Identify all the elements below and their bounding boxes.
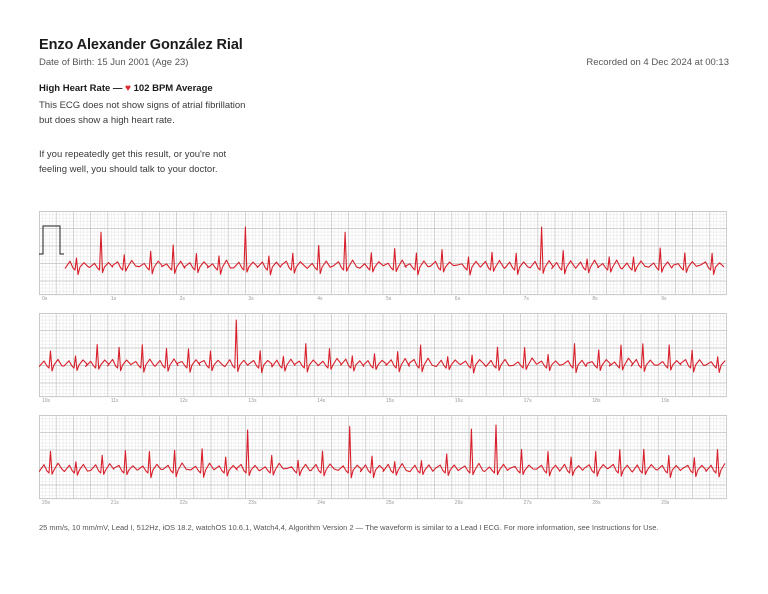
ecg-trace (39, 424, 726, 479)
time-tick-label: 25s (386, 500, 395, 506)
time-tick-label: 10s (42, 398, 51, 404)
heart-icon: ♥ (125, 83, 131, 94)
time-tick-label: 4s (317, 296, 323, 302)
time-tick-label: 0s (42, 296, 48, 302)
time-tick-label: 12s (180, 398, 189, 404)
time-tick-label: 8s (592, 296, 598, 302)
time-tick-label: 20s (42, 500, 51, 506)
time-tick-label: 6s (455, 296, 461, 302)
ecg-strip-2: 10s 11s 12s 13s 14s 15s 16s 17s 18s 19s (39, 313, 727, 405)
time-tick-label: 19s (661, 398, 670, 404)
time-tick-label: 27s (524, 500, 533, 506)
time-tick-label: 22s (180, 500, 189, 506)
calibration-pulse (39, 225, 64, 255)
time-tick-label: 28s (592, 500, 601, 506)
time-tick-label: 18s (592, 398, 601, 404)
date-of-birth: Date of Birth: 15 Jun 2001 (Age 23) (39, 57, 189, 68)
time-tick-label: 15s (386, 398, 395, 404)
time-tick-label: 3s (248, 296, 254, 302)
time-tick-label: 26s (455, 500, 464, 506)
time-tick-label: 17s (524, 398, 533, 404)
result-description: This ECG does not show signs of atrial f… (39, 100, 246, 126)
ecg-trace (39, 319, 726, 374)
time-tick-label: 2s (180, 296, 186, 302)
ecg-strip-3-chart: 20s 21s 22s 23s 24s 25s 26s 27s 28s 29s (39, 415, 727, 506)
time-tick-label: 11s (111, 398, 119, 404)
result-heading: High Heart Rate — ♥ 102 BPM Average (39, 83, 213, 94)
ecg-strip-3: 20s 21s 22s 23s 24s 25s 26s 27s 28s 29s (39, 415, 727, 507)
time-tick-label: 29s (661, 500, 670, 506)
time-tick-label: 21s (111, 500, 120, 506)
result-title: High Heart Rate — (39, 83, 126, 94)
time-tick-label: 24s (317, 500, 326, 506)
time-tick-label: 5s (386, 296, 392, 302)
result-advice: If you repeatedly get this result, or yo… (39, 149, 227, 175)
time-tick-label: 16s (455, 398, 464, 404)
ecg-strip-1-chart: 0s 1s 2s 3s 4s 5s 6s 7s 8s 9s (39, 211, 727, 302)
patient-name: Enzo Alexander González Rial (39, 37, 243, 53)
ecg-strip-2-chart: 10s 11s 12s 13s 14s 15s 16s 17s 18s 19s (39, 313, 727, 404)
ecg-strip-1: 0s 1s 2s 3s 4s 5s 6s 7s 8s 9s (39, 211, 727, 303)
average-bpm: 102 BPM Average (133, 83, 213, 94)
footer-note: 25 mm/s, 10 mm/mV, Lead I, 512Hz, iOS 18… (39, 523, 659, 532)
time-tick-label: 9s (661, 296, 667, 302)
recorded-timestamp: Recorded on 4 Dec 2024 at 00:13 (586, 57, 729, 68)
time-tick-label: 1s (111, 296, 117, 302)
time-tick-label: 23s (248, 500, 257, 506)
time-tick-label: 14s (317, 398, 326, 404)
time-tick-label: 7s (524, 296, 530, 302)
time-tick-label: 13s (248, 398, 257, 404)
ecg-trace (64, 226, 725, 276)
